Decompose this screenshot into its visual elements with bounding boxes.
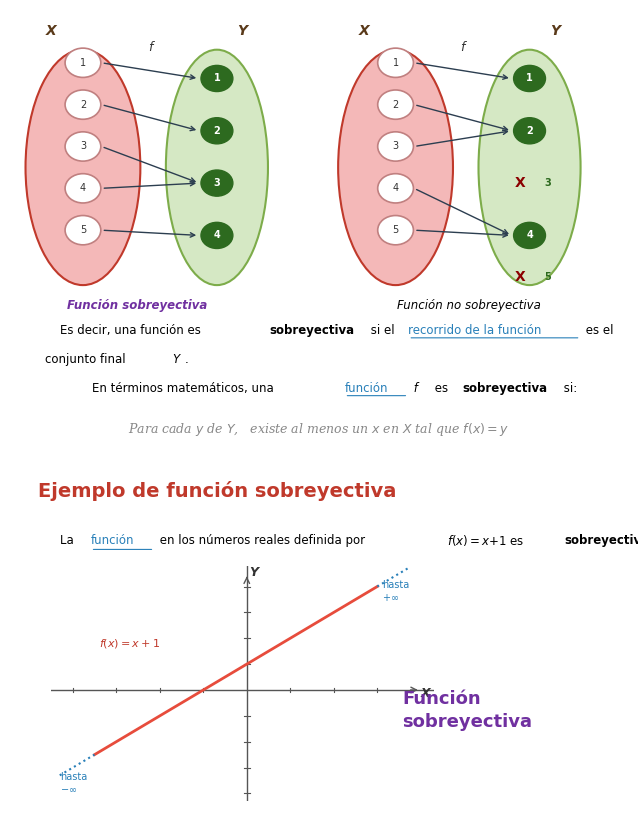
Text: es el: es el [582,324,613,337]
Text: $f(x) = x + 1$: $f(x) = x + 1$ [99,637,160,650]
Text: recorrido de la función: recorrido de la función [408,324,542,337]
Text: 1: 1 [392,58,399,68]
Text: sobreyectiva: sobreyectiva [269,324,354,337]
Circle shape [378,216,413,244]
Text: 2: 2 [392,100,399,110]
Text: hasta
$-\infty$: hasta $-\infty$ [60,772,87,794]
Circle shape [65,132,101,161]
Text: f: f [410,382,417,395]
Circle shape [378,173,413,203]
Circle shape [65,48,101,78]
Text: 3: 3 [544,178,551,188]
Text: 4: 4 [526,230,533,240]
Text: sobreyectiva: sobreyectiva [463,382,547,395]
Text: Ejemplo de función sobreyectiva: Ejemplo de función sobreyectiva [38,482,397,501]
Text: conjunto final: conjunto final [45,353,129,366]
Text: En términos matemáticos, una: En términos matemáticos, una [77,382,277,395]
Text: 4: 4 [392,183,399,193]
Text: 1: 1 [214,74,220,83]
Ellipse shape [478,50,581,285]
Circle shape [378,48,413,78]
Text: Función no sobreyectiva: Función no sobreyectiva [397,299,541,311]
Text: Función
sobreyectiva: Función sobreyectiva [402,690,532,731]
Text: 5: 5 [392,225,399,235]
Text: 1: 1 [80,58,86,68]
Text: 4: 4 [80,183,86,193]
Text: f: f [461,40,464,54]
Circle shape [378,90,413,119]
Text: Para cada $y$ de $Y$,   existe al menos un $x$ en $X$ tal que $f(x) = y$: Para cada $y$ de $Y$, existe al menos un… [128,421,510,438]
Text: Y: Y [249,566,258,579]
Text: 3: 3 [392,141,399,151]
Text: $f(x) = x$+1 es: $f(x) = x$+1 es [447,533,524,548]
Text: Función sobreyectiva: Función sobreyectiva [67,299,207,311]
Text: f: f [148,40,152,54]
Text: X: X [515,270,525,284]
Text: 5: 5 [80,225,86,235]
Circle shape [65,90,101,119]
Text: función: función [345,382,388,395]
Text: 4: 4 [214,230,220,240]
Text: si el: si el [367,324,398,337]
Text: 5: 5 [544,273,551,282]
Text: Y: Y [550,25,560,38]
Circle shape [378,132,413,161]
Text: en los números reales definida por: en los números reales definida por [156,534,369,547]
Text: si:: si: [560,382,577,395]
Text: X: X [359,25,369,38]
Circle shape [514,65,545,92]
Text: La: La [45,534,77,547]
Text: es: es [431,382,452,395]
Text: X: X [420,686,430,700]
Text: 1: 1 [526,74,533,83]
Text: Y: Y [237,25,248,38]
Text: 2: 2 [80,100,86,110]
Ellipse shape [166,50,268,285]
Circle shape [201,170,233,197]
Ellipse shape [26,50,140,285]
Text: hasta
$+\infty$: hasta $+\infty$ [382,581,409,603]
Circle shape [65,173,101,203]
Circle shape [201,222,233,249]
Text: función: función [91,534,134,547]
Circle shape [65,216,101,244]
Text: Es decir, una función es: Es decir, una función es [45,324,204,337]
Text: X: X [515,176,525,190]
Text: .: . [185,353,189,366]
Text: X: X [46,25,56,38]
Text: 2: 2 [214,126,220,135]
Text: 2: 2 [526,126,533,135]
Circle shape [514,222,545,249]
Circle shape [201,65,233,92]
Text: 3: 3 [214,178,220,188]
Circle shape [514,117,545,144]
Text: sobreyectiva: sobreyectiva [565,534,638,547]
Circle shape [201,117,233,144]
Text: 3: 3 [80,141,86,151]
Ellipse shape [338,50,453,285]
Text: Y: Y [172,353,179,366]
